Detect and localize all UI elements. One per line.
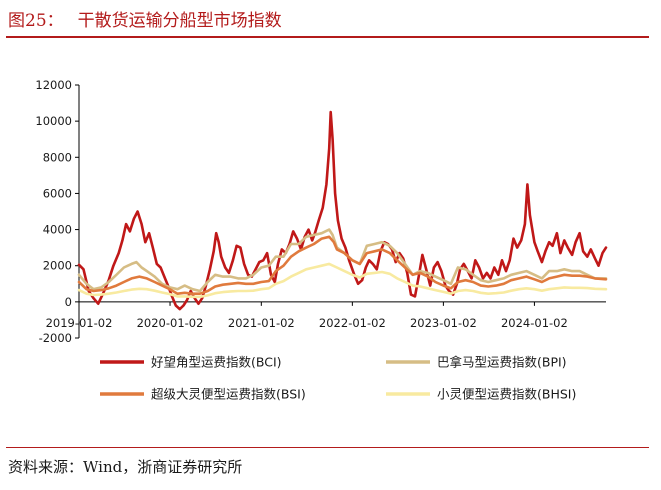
y-tick-label: 4000 (43, 223, 72, 237)
y-tick-label: 12000 (35, 78, 72, 92)
figure-title: 图25： 干散货运输分船型市场指数 (8, 6, 282, 31)
y-axis: -2000 0 2000 4000 6000 8000 10000 12000 (35, 78, 80, 345)
source-divider (6, 447, 649, 448)
series-line-3 (77, 262, 608, 299)
y-tick-label: 0 (65, 295, 72, 309)
x-tick-label: 2022-01-02 (319, 316, 386, 330)
line-chart: -2000 0 2000 4000 6000 8000 10000 12000 2019-01… (35, 78, 608, 402)
title-divider (6, 36, 649, 38)
y-tick-label: -2000 (39, 331, 72, 345)
y-tick-label: 10000 (35, 114, 72, 128)
series-layer (77, 110, 608, 311)
y-tick-label: 6000 (43, 186, 72, 200)
x-axis: 2019-01-02 2020-01-02 2021-01-02 2022-01-02… (46, 301, 606, 330)
y-tick-label: 2000 (43, 259, 72, 273)
legend-label: 小灵便型运费指数(BHSI) (437, 387, 576, 402)
series-line-2 (77, 235, 608, 295)
x-tick-label: 2020-01-02 (137, 316, 204, 330)
x-tick-label: 2021-01-02 (228, 316, 295, 330)
y-tick-label: 8000 (43, 150, 72, 164)
x-tick-label: 2024-01-02 (501, 316, 568, 330)
legend: 好望角型运费指数(BCI) 巴拿马型运费指数(BPI) 超级大灵便型运费指数(BSI… (100, 355, 576, 402)
legend-label: 超级大灵便型运费指数(BSI) (151, 387, 306, 402)
figure-title-text: 干散货运输分船型市场指数 (77, 11, 282, 31)
legend-label: 好望角型运费指数(BCI) (151, 355, 282, 370)
source-note: 资料来源：Wind，浙商证券研究所 (8, 458, 243, 476)
figure-number: 图25： (8, 11, 64, 31)
legend-label: 巴拿马型运费指数(BPI) (437, 355, 567, 370)
x-tick-label: 2023-01-02 (410, 316, 477, 330)
series-line-0 (77, 110, 608, 311)
x-tick-label: 2019-01-02 (46, 316, 113, 330)
